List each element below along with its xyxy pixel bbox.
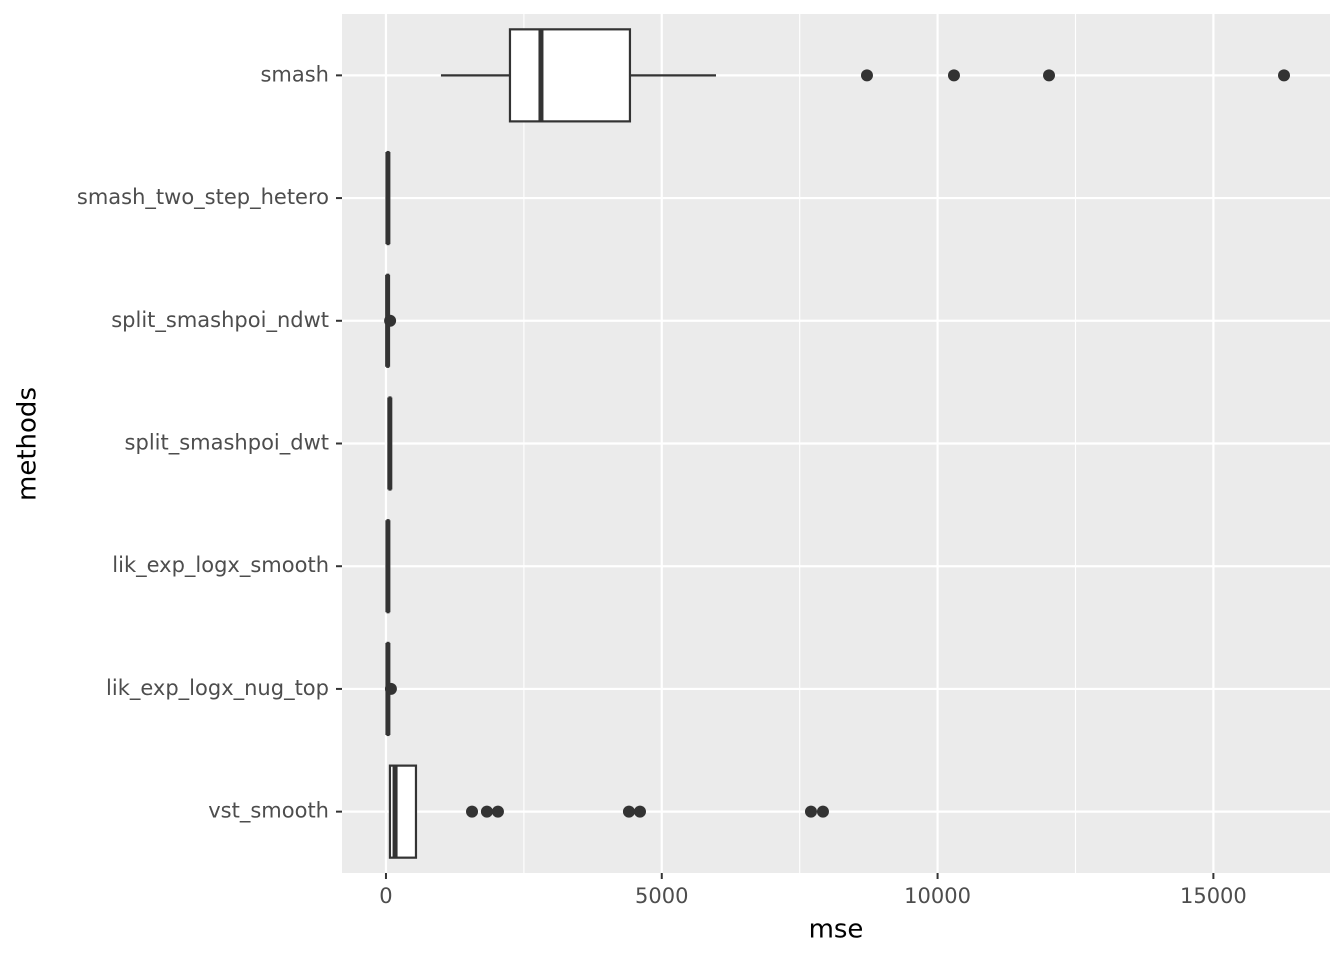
y-tick-label: split_smashpoi_ndwt (111, 308, 329, 333)
outlier (1277, 69, 1290, 82)
x-tick-label: 15000 (1180, 884, 1247, 908)
y-tick-label: lik_exp_logx_smooth (112, 553, 329, 578)
y-tick-label: split_smashpoi_dwt (125, 431, 329, 456)
x-tick-label: 10000 (904, 884, 971, 908)
outlier (491, 805, 504, 818)
y-tick-label: vst_smooth (208, 799, 329, 824)
y-tick-label: smash (260, 62, 329, 86)
x-tick-label: 0 (379, 884, 392, 908)
outlier (466, 805, 479, 818)
outlier (1043, 69, 1056, 82)
outlier (622, 805, 635, 818)
box (508, 28, 632, 123)
outlier (480, 805, 493, 818)
y-tick-label: smash_two_step_hetero (77, 185, 329, 210)
x-axis-title: mse (809, 915, 864, 945)
outlier (860, 69, 873, 82)
x-tick-label: 5000 (635, 884, 688, 908)
outlier (816, 805, 829, 818)
outlier (804, 805, 817, 818)
y-tick-label: lik_exp_logx_nug_top (106, 676, 329, 701)
outlier (384, 314, 397, 327)
y-axis-title: methods (13, 387, 43, 501)
outlier (947, 69, 960, 82)
outlier (384, 682, 397, 695)
outlier (633, 805, 646, 818)
